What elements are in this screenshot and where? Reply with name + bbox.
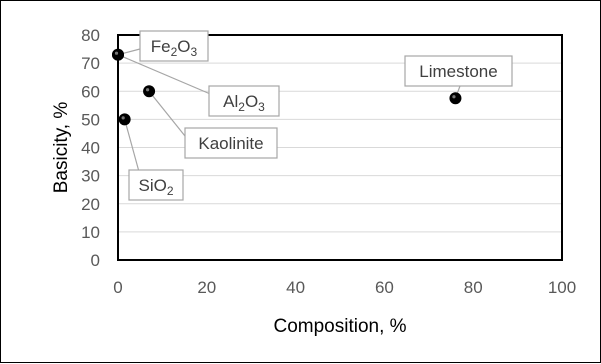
plot-area-border — [117, 34, 563, 261]
point-highlight-al2o3 — [114, 51, 119, 55]
point-sio2 — [118, 113, 131, 126]
point-highlight-limestone — [452, 95, 456, 99]
callout-label-al2o3: Al2O3 — [223, 92, 265, 114]
callout-box-limestone — [404, 55, 513, 87]
y-tick-label: 40 — [81, 139, 100, 158]
x-axis-title: Composition, % — [273, 316, 406, 337]
y-axis-title: Basicity, % — [51, 102, 72, 194]
x-tick-label: 60 — [375, 278, 394, 297]
y-tick-label: 70 — [81, 54, 100, 73]
leader-kaolinite — [148, 90, 190, 142]
point-kaolinite — [143, 85, 156, 98]
point-highlight-kaolinite — [145, 88, 150, 92]
y-tick-label: 80 — [81, 26, 100, 45]
y-tick-label: 20 — [81, 195, 100, 214]
callout-sio2: SiO2 — [128, 169, 184, 201]
callout-box-fe2o3 — [139, 30, 209, 62]
point-al2o3 — [112, 48, 124, 61]
y-tick-label: 10 — [81, 223, 100, 242]
y-tick-label: 50 — [81, 110, 100, 129]
y-tick-label: 30 — [81, 167, 100, 186]
point-highlight-sio2 — [121, 116, 125, 120]
point-limestone — [449, 92, 462, 105]
leader-sio2 — [124, 119, 142, 180]
data-points — [112, 48, 462, 126]
leader-al2o3 — [117, 54, 216, 97]
callout-box-kaolinite — [184, 127, 278, 159]
x-tick-label: 0 — [113, 278, 122, 297]
x-tick-label: 40 — [286, 278, 305, 297]
data-callouts: Fe2O3 Al2O3 Kaolinite SiO2 Limestone — [128, 30, 513, 201]
callout-label-fe2o3: Fe2O3 — [151, 37, 198, 59]
callout-al2o3: Al2O3 — [208, 85, 280, 117]
callout-kaolinite: Kaolinite — [184, 127, 278, 159]
y-tick-label: 60 — [81, 82, 100, 101]
y-tick-label: 0 — [91, 251, 100, 270]
callout-label-kaolinite: Kaolinite — [198, 134, 263, 153]
callout-box-sio2 — [128, 169, 184, 201]
x-tick-label: 80 — [464, 278, 483, 297]
x-tick-label: 20 — [197, 278, 216, 297]
callout-box-al2o3 — [208, 85, 280, 117]
callout-leaders — [117, 48, 461, 180]
tick-labels: 0 10 20 30 40 50 60 70 80 0 20 40 60 80 100 — [81, 26, 576, 297]
callout-label-sio2: SiO2 — [138, 176, 173, 198]
x-tick-label: 100 — [548, 278, 576, 297]
callout-limestone: Limestone — [404, 55, 513, 87]
callout-fe2o3: Fe2O3 — [139, 30, 209, 62]
callout-label-limestone: Limestone — [419, 62, 497, 81]
